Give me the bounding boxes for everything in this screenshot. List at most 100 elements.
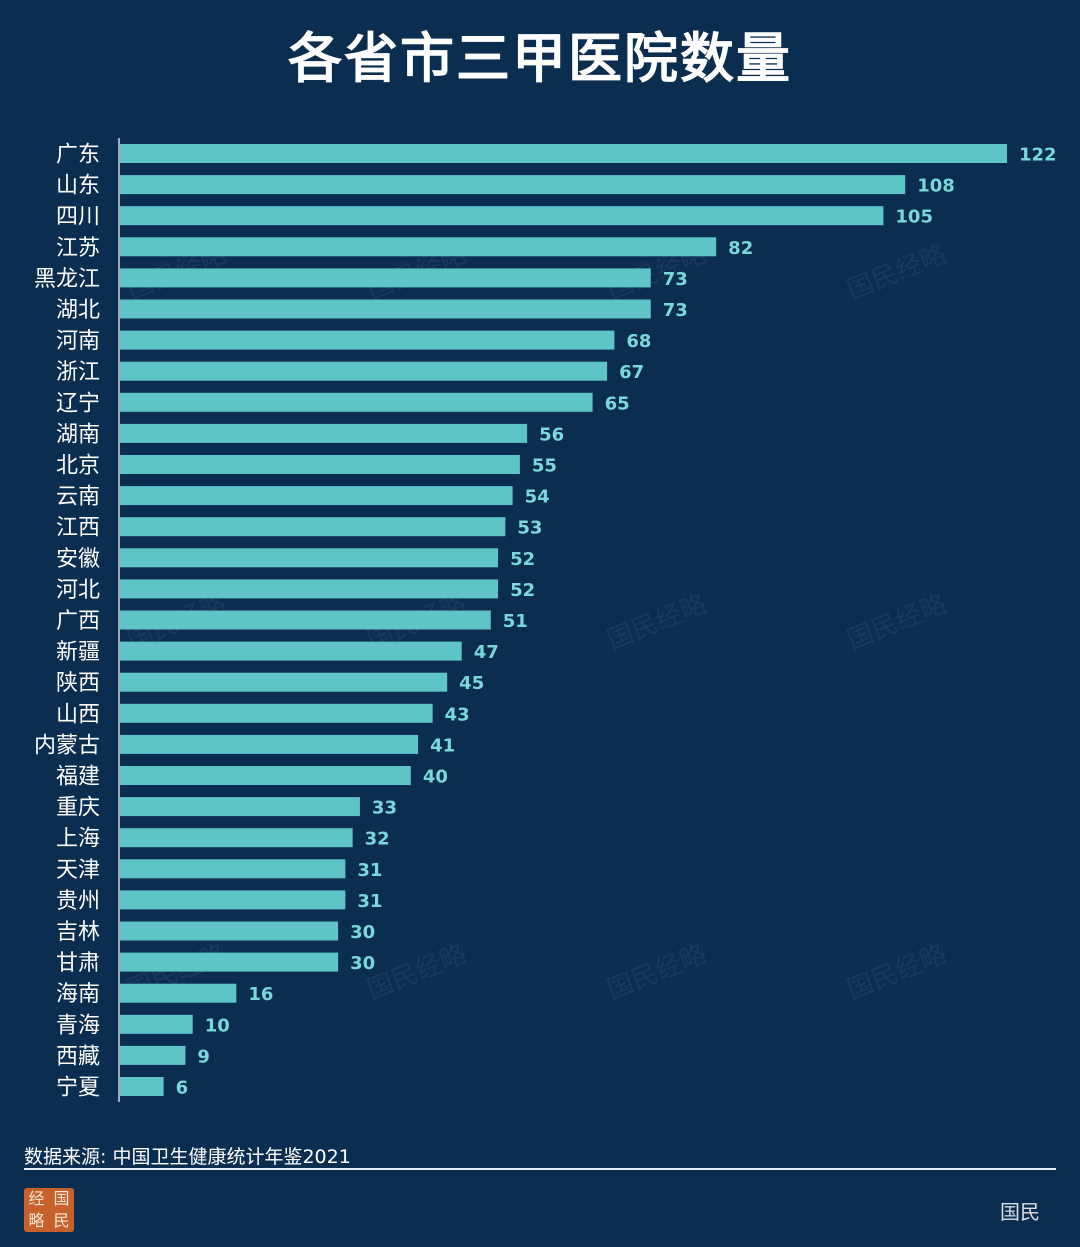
watermark-text: 国民经略: [603, 939, 711, 1006]
category-label: 吉林: [56, 920, 100, 945]
value-label: 53: [517, 518, 542, 539]
bar-17: [120, 672, 448, 692]
bar-7: [120, 361, 608, 381]
bar-3: [120, 237, 717, 257]
bar-28: [120, 1014, 193, 1034]
watermark-text: 国民经略: [843, 589, 951, 656]
bar-27: [120, 983, 237, 1003]
bar-26: [120, 952, 339, 972]
value-label: 56: [539, 424, 564, 445]
value-label: 47: [474, 642, 499, 663]
value-label: 122: [1019, 145, 1057, 166]
bar-2: [120, 206, 884, 226]
bar-6: [120, 330, 615, 350]
watermark-text: 国民经略: [363, 939, 471, 1006]
category-label: 新疆: [56, 640, 100, 665]
value-label: 108: [917, 176, 955, 197]
category-label: 西藏: [56, 1044, 100, 1069]
bar-14: [120, 579, 499, 599]
bars-group: [120, 144, 1007, 1096]
category-label: 山西: [56, 702, 100, 727]
category-label: 青海: [56, 1013, 100, 1038]
value-label: 31: [357, 891, 382, 912]
category-label: 宁夏: [56, 1076, 100, 1101]
bar-9: [120, 423, 528, 443]
value-label: 105: [895, 207, 933, 228]
category-label: 福建: [56, 765, 100, 790]
category-label: 河南: [56, 329, 100, 354]
category-label: 黑龙江: [34, 267, 100, 292]
bar-8: [120, 392, 593, 412]
category-label: 海南: [56, 982, 100, 1007]
bar-12: [120, 517, 506, 537]
brand-logo: 经 国 略 民: [24, 1188, 74, 1232]
category-label: 广西: [56, 609, 100, 634]
category-label: 内蒙古: [34, 733, 100, 758]
bar-0: [120, 144, 1007, 163]
value-label: 65: [605, 393, 630, 414]
footer-divider: [24, 1168, 1056, 1170]
category-label: 上海: [56, 827, 100, 852]
bar-11: [120, 486, 513, 506]
value-label: 55: [532, 456, 557, 477]
watermark-text: 国民经略: [843, 939, 951, 1006]
category-label: 天津: [56, 858, 100, 883]
value-label: 40: [423, 767, 448, 788]
value-label: 52: [510, 580, 535, 601]
bar-20: [120, 766, 411, 785]
value-label: 6: [176, 1078, 189, 1099]
category-label: 山东: [56, 174, 100, 199]
bar-22: [120, 828, 353, 848]
value-label: 82: [728, 238, 753, 259]
value-label: 68: [626, 331, 651, 352]
value-label: 16: [248, 984, 273, 1005]
bar-18: [120, 703, 433, 723]
value-label: 30: [350, 922, 375, 943]
bar-10: [120, 455, 520, 474]
value-label: 43: [445, 704, 470, 725]
value-label: 10: [205, 1015, 230, 1036]
category-label: 北京: [56, 454, 100, 479]
value-label: 32: [365, 829, 390, 850]
bar-30: [120, 1077, 164, 1096]
bar-4: [120, 268, 651, 288]
logo-char: 民: [53, 1211, 70, 1230]
value-label: 30: [350, 953, 375, 974]
category-labels: 广东山东四川江苏黑龙江湖北河南浙江辽宁湖南北京云南江西安徽河北广西新疆陕西山西内…: [34, 143, 100, 1101]
logo-char: 略: [28, 1211, 45, 1230]
logo-char: 经: [28, 1189, 45, 1208]
bar-24: [120, 890, 346, 910]
category-label: 湖南: [56, 422, 100, 447]
bar-23: [120, 859, 346, 879]
category-label: 安徽: [56, 547, 100, 572]
category-label: 浙江: [56, 360, 100, 385]
bar-chart: 国民经略国民经略国民经略国民经略国民经略国民经略国民经略国民经略国民经略国民经略…: [34, 138, 1057, 1102]
bar-19: [120, 734, 419, 754]
value-label: 31: [357, 860, 382, 881]
category-label: 云南: [56, 485, 100, 510]
value-label: 33: [372, 798, 397, 819]
category-label: 陕西: [56, 671, 100, 696]
category-label: 湖北: [56, 298, 100, 323]
bar-5: [120, 299, 651, 319]
category-label: 江西: [56, 516, 100, 541]
bar-21: [120, 797, 360, 817]
logo-char: 国: [53, 1189, 70, 1208]
chart-title: 各省市三甲医院数量: [288, 27, 792, 90]
data-source: 数据来源: 中国卫生健康统计年鉴2021: [24, 1146, 351, 1168]
category-label: 甘肃: [56, 951, 100, 976]
value-label: 67: [619, 362, 644, 383]
category-label: 广东: [56, 143, 100, 168]
category-label: 重庆: [56, 796, 100, 821]
bar-15: [120, 610, 491, 630]
bar-13: [120, 548, 499, 568]
category-label: 江苏: [56, 236, 100, 261]
category-label: 贵州: [56, 889, 100, 914]
bar-1: [120, 175, 906, 195]
category-label: 四川: [56, 205, 100, 230]
value-label: 52: [510, 549, 535, 570]
bar-29: [120, 1045, 186, 1065]
watermark-text: 国民经略: [603, 589, 711, 656]
value-label: 73: [663, 269, 688, 290]
